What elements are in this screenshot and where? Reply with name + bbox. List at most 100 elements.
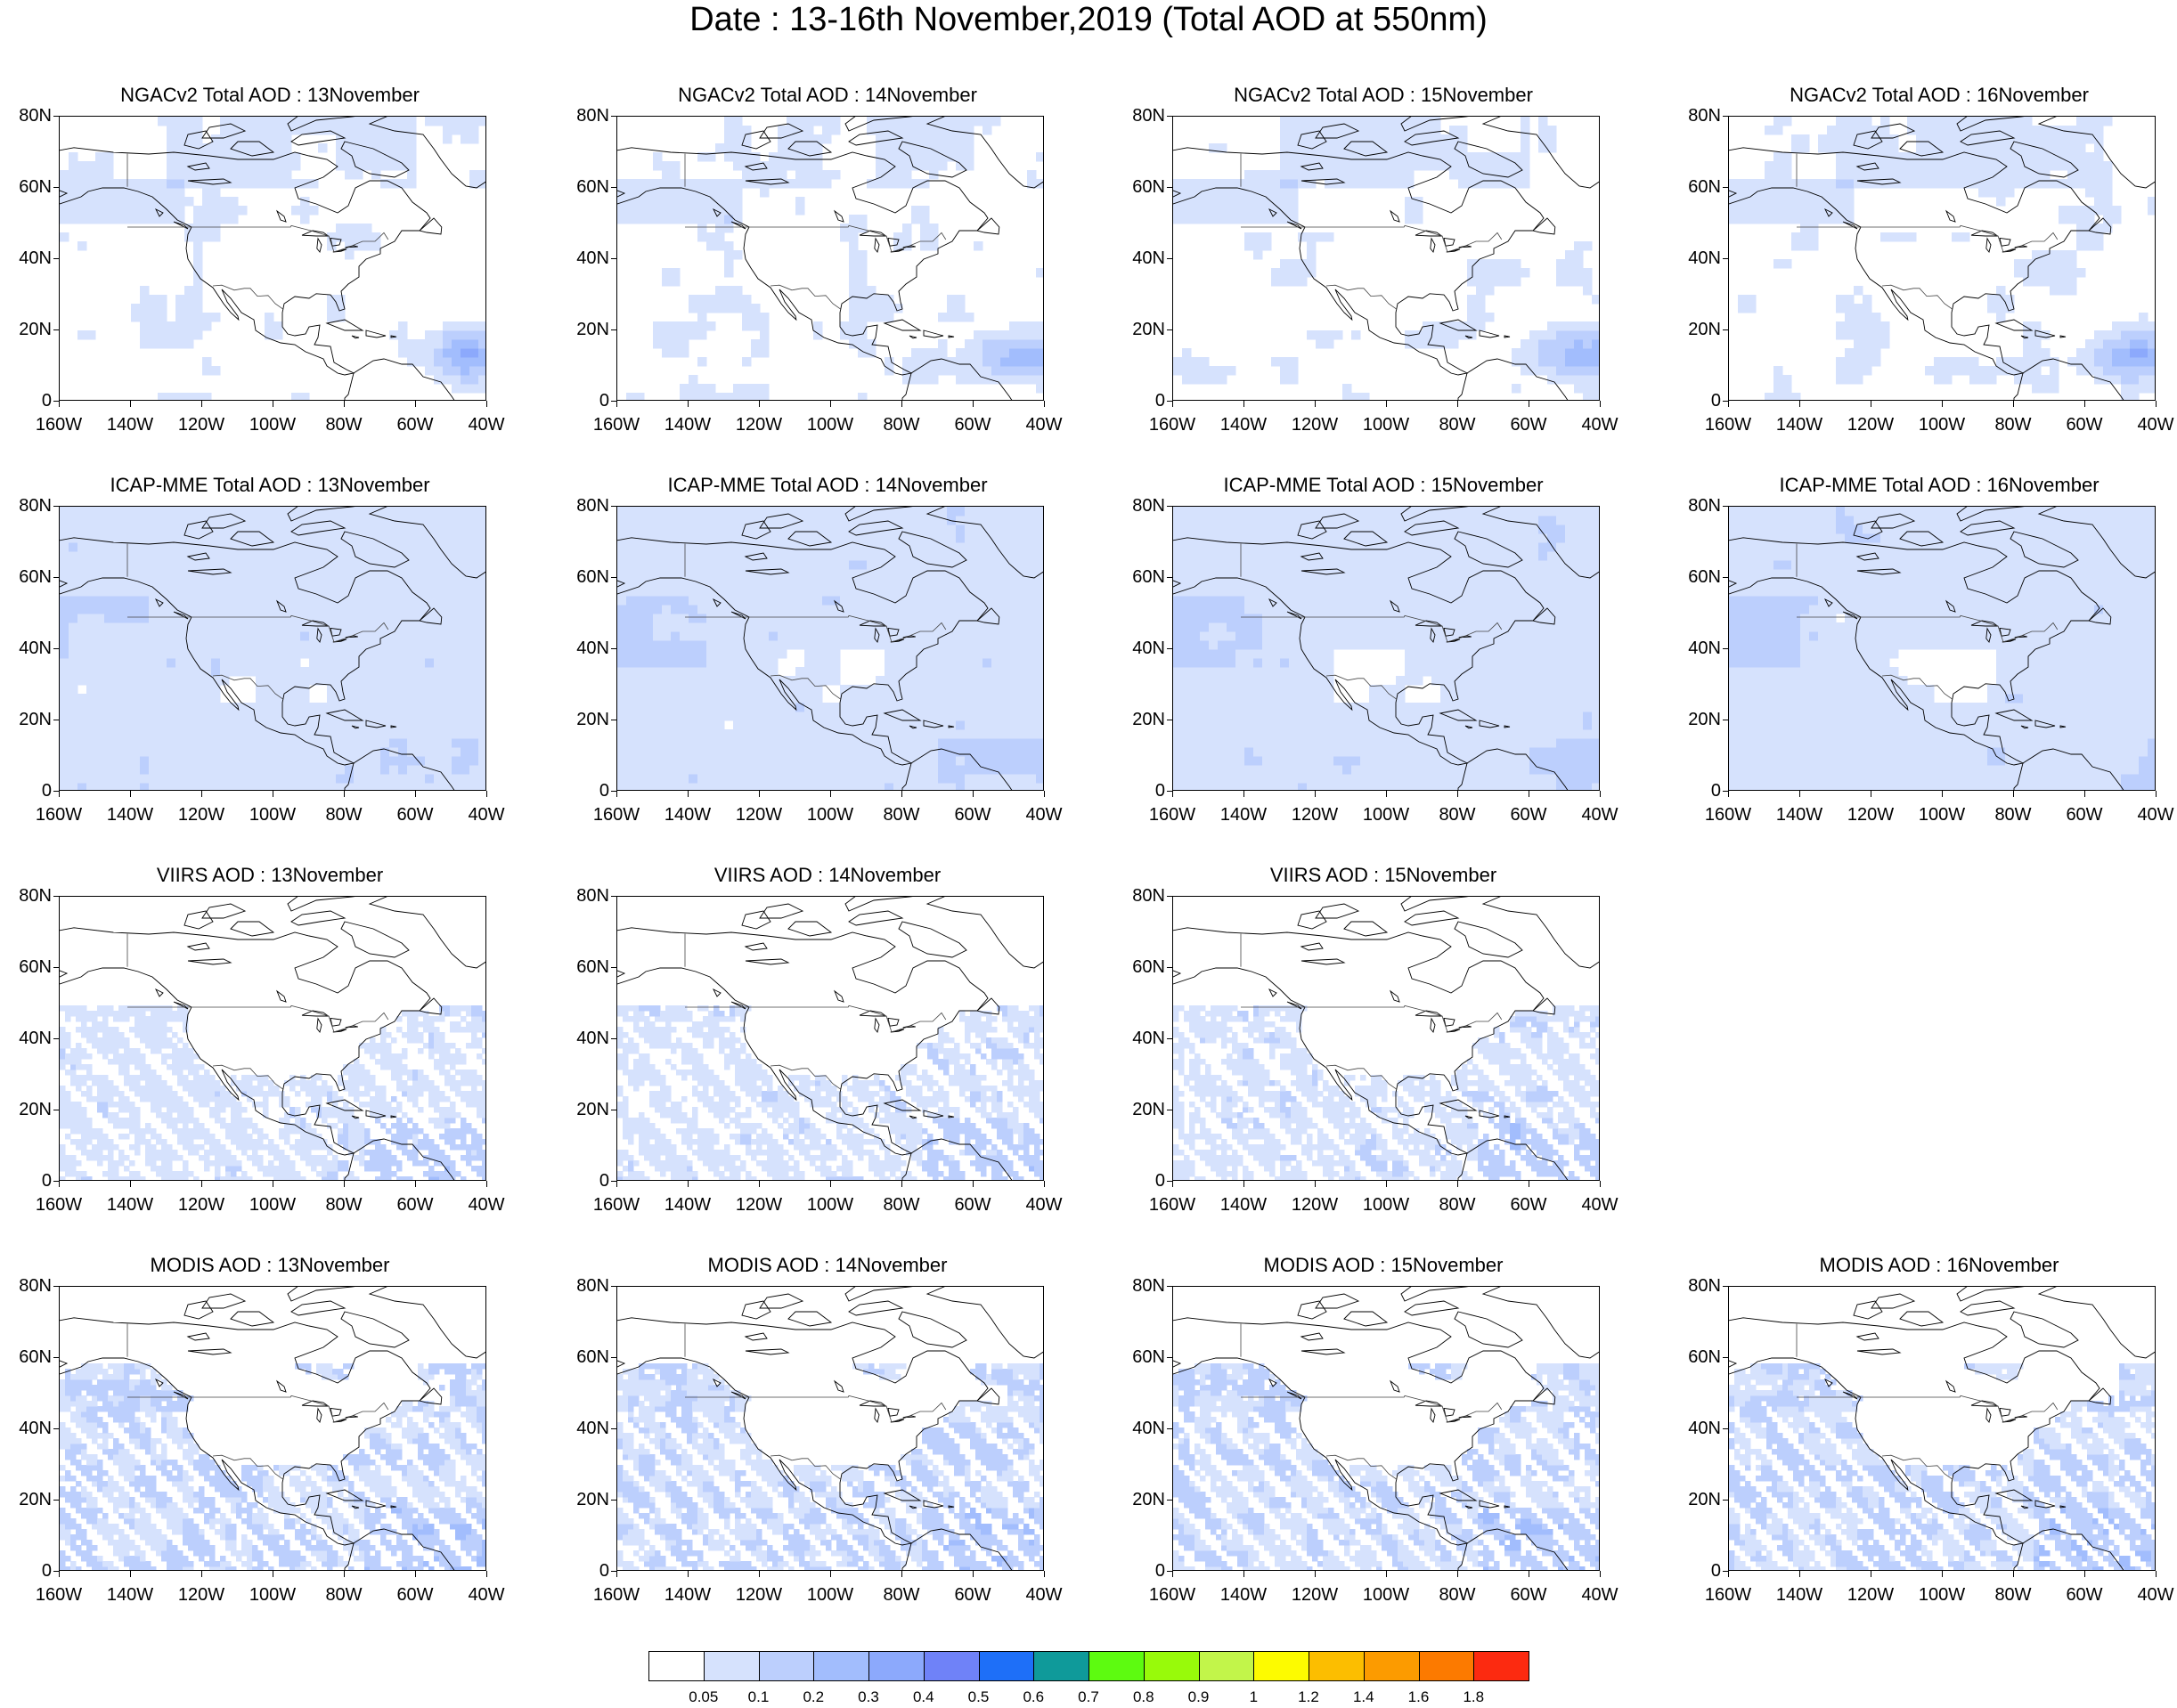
- lon-tick: [58, 1571, 60, 1577]
- lon-tick: [1314, 401, 1316, 407]
- lon-tick-label: 160W: [592, 1195, 640, 1215]
- country-borders: [126, 543, 389, 700]
- lon-tick: [1314, 1571, 1316, 1577]
- map-frame: [616, 1286, 1044, 1571]
- map-svg: [617, 897, 1043, 1180]
- lon-tick-label: 100W: [1918, 805, 1966, 825]
- lat-tick: [1167, 505, 1172, 507]
- panel-title: MODIS AOD : 15November: [1263, 1254, 1504, 1276]
- map-svg: [60, 897, 485, 1180]
- lon-tick-label: 40W: [1581, 415, 1618, 435]
- lon-tick-label: 120W: [1291, 805, 1339, 825]
- lat-tick-label: 20N: [19, 710, 52, 729]
- lat-tick-label: 60N: [19, 957, 52, 977]
- map-frame: [616, 506, 1044, 791]
- lon-tick: [1727, 401, 1729, 407]
- lat-tick: [611, 1570, 616, 1572]
- lat-tick: [1167, 400, 1172, 402]
- lat-tick: [53, 647, 59, 649]
- lon-tick-label: 80W: [883, 1585, 920, 1605]
- colorbar-swatch: [978, 1651, 1035, 1681]
- lon-tick-label: 160W: [592, 805, 640, 825]
- lat-tick-label: 20N: [1688, 320, 1721, 339]
- map-frame: [616, 896, 1044, 1181]
- country-borders: [1240, 933, 1503, 1090]
- lon-tick: [758, 401, 760, 407]
- map-svg: [60, 117, 485, 400]
- lat-tick-label: 80N: [19, 886, 52, 906]
- panel-title: ICAP-MME Total AOD : 15November: [1223, 474, 1544, 496]
- lon-tick: [58, 401, 60, 407]
- map-panel: VIIRS AOD : 13November 80N 60N 40N 20N 0 160W 1…: [0, 864, 504, 1238]
- panel-title: ICAP-MME Total AOD : 13November: [110, 474, 430, 496]
- lon-tick-label: 80W: [1439, 415, 1476, 435]
- lon-tick: [616, 1181, 617, 1187]
- lat-tick: [1723, 576, 1728, 578]
- lon-tick-label: 160W: [35, 415, 83, 435]
- lon-tick: [343, 401, 345, 407]
- country-borders: [1240, 153, 1503, 310]
- lat-tick: [1723, 1427, 1728, 1429]
- lon-tick-label: 60W: [954, 1195, 991, 1215]
- lat-tick: [1167, 1285, 1172, 1287]
- lat-tick: [611, 115, 616, 117]
- lat-tick: [53, 186, 59, 188]
- panel-title: ICAP-MME Total AOD : 16November: [1779, 474, 2100, 496]
- lat-tick: [1167, 576, 1172, 578]
- lon-tick-label: 140W: [1775, 415, 1823, 435]
- lon-tick: [1243, 1571, 1244, 1577]
- lat-tick-label: 0: [1154, 391, 1165, 411]
- lon-tick: [616, 401, 617, 407]
- lon-tick-label: 100W: [1362, 805, 1410, 825]
- lon-tick: [1528, 1571, 1529, 1577]
- lon-tick: [2155, 401, 2157, 407]
- lat-tick-label: 20N: [576, 710, 609, 729]
- lat-tick: [611, 505, 616, 507]
- lon-tick: [1171, 1571, 1173, 1577]
- panel-title: MODIS AOD : 16November: [1819, 1254, 2059, 1276]
- lat-tick: [1723, 1356, 1728, 1358]
- lon-tick-label: 160W: [592, 415, 640, 435]
- lat-tick-label: 0: [41, 391, 52, 411]
- lat-tick-label: 80N: [576, 496, 609, 516]
- lon-tick: [901, 1571, 902, 1577]
- lon-tick-label: 100W: [1918, 415, 1966, 435]
- lon-tick-label: 160W: [35, 805, 83, 825]
- lat-tick-label: 80N: [1132, 1276, 1165, 1296]
- lon-tick-label: 40W: [468, 1195, 505, 1215]
- lon-tick-label: 120W: [1291, 1195, 1339, 1215]
- lat-tick-label: 20N: [1132, 1100, 1165, 1119]
- country-borders: [684, 153, 947, 310]
- colorbar-swatch: [1363, 1651, 1420, 1681]
- lon-tick-label: 80W: [1439, 805, 1476, 825]
- coastline: [1729, 117, 2155, 400]
- lon-tick-label: 100W: [249, 1195, 297, 1215]
- lon-tick-label: 60W: [2066, 415, 2103, 435]
- lon-tick-label: 80W: [1994, 415, 2032, 435]
- lon-tick-label: 160W: [1148, 415, 1196, 435]
- lon-tick: [1385, 1571, 1387, 1577]
- map-frame: [1172, 506, 1600, 791]
- lon-tick-label: 60W: [1510, 1585, 1547, 1605]
- coastline: [60, 117, 485, 400]
- lat-tick: [1723, 505, 1728, 507]
- coastline: [617, 1287, 1043, 1570]
- coastline: [60, 897, 485, 1180]
- lon-tick: [1941, 401, 1943, 407]
- lon-tick-label: 100W: [806, 805, 854, 825]
- lat-tick-label: 40N: [1132, 248, 1165, 268]
- map-panel: ICAP-MME Total AOD : 14November 80N 60N 40N…: [558, 474, 1062, 848]
- lon-tick: [1243, 1181, 1244, 1187]
- lat-tick: [611, 1285, 616, 1287]
- lon-tick-label: 100W: [806, 1585, 854, 1605]
- lon-tick: [1599, 401, 1601, 407]
- lat-tick-label: 80N: [1132, 496, 1165, 516]
- lon-tick-label: 120W: [177, 805, 225, 825]
- lon-tick-label: 160W: [1148, 805, 1196, 825]
- lon-tick: [758, 1571, 760, 1577]
- colorbar-swatch: [1418, 1651, 1475, 1681]
- lat-tick-label: 60N: [19, 567, 52, 587]
- lon-tick: [272, 1571, 273, 1577]
- lat-tick: [1167, 895, 1172, 897]
- aod-field: [617, 1005, 1043, 1180]
